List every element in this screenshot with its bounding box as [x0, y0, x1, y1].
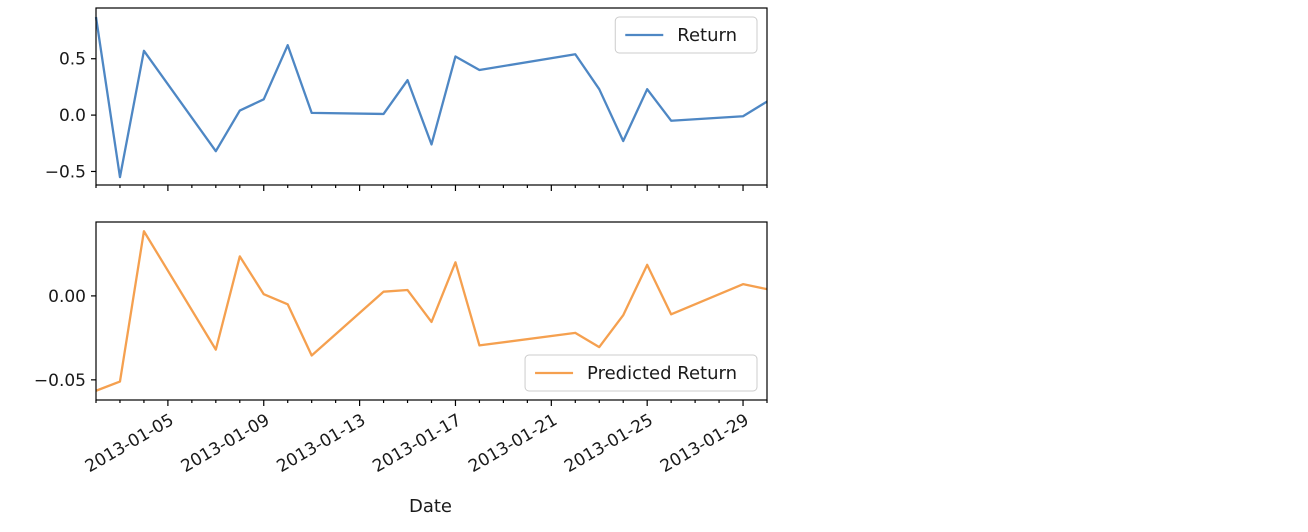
legend-box [614, 16, 758, 54]
legend-box [524, 354, 758, 392]
x-axis-label: Date [409, 496, 452, 517]
legend-label: Predicted Return [587, 363, 737, 384]
legend: Return [614, 16, 758, 54]
axes-frame [95, 221, 768, 401]
panel-1: 0.5 0.0 −0.5 Return [45, 7, 768, 191]
series-line-predicted-return [95, 230, 768, 392]
y-tick-label: 0.00 [48, 287, 86, 307]
panel-2: 0.00 −0.05 Predicted Return [34, 221, 768, 406]
legend: Predicted Return [524, 354, 758, 392]
y-tick-label: −0.05 [34, 371, 86, 391]
y-tick-label: 0.0 [59, 106, 86, 126]
y-tick-label: 0.5 [59, 50, 86, 70]
axes-frame [95, 7, 768, 186]
legend-label: Return [677, 25, 737, 46]
y-tick-label: −0.5 [45, 162, 86, 182]
series-line-return [94, 16, 768, 179]
